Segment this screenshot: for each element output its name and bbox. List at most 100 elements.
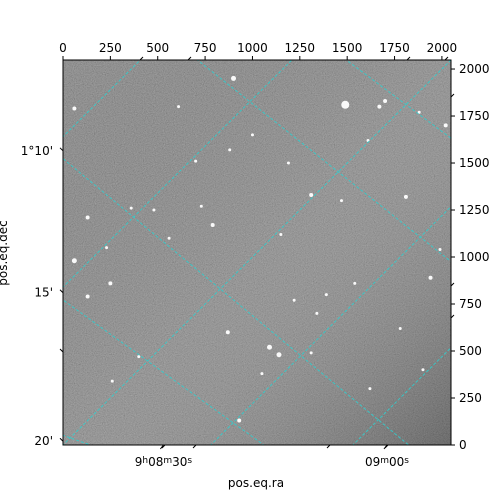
star bbox=[421, 368, 425, 372]
star bbox=[309, 192, 314, 197]
star bbox=[292, 298, 296, 302]
top-tick-label: 1000 bbox=[237, 41, 268, 55]
star bbox=[71, 258, 77, 264]
star bbox=[398, 326, 402, 330]
star bbox=[228, 148, 232, 152]
dec-tick bbox=[59, 289, 64, 294]
dec-tick bbox=[59, 147, 64, 152]
stars bbox=[71, 75, 448, 423]
star bbox=[443, 123, 448, 128]
star bbox=[231, 75, 237, 81]
grid-edge-tick bbox=[192, 444, 197, 449]
star bbox=[167, 236, 171, 240]
top-pixel-axis: 0 250 500 750 1000 1250 1500 1750 2000 bbox=[59, 41, 457, 60]
ra-label-unit: h bbox=[142, 456, 148, 466]
right-tick-label: 250 bbox=[459, 391, 482, 405]
top-tick-label: 2000 bbox=[427, 41, 458, 55]
star bbox=[368, 387, 372, 391]
grid-edge-tick bbox=[384, 444, 389, 449]
grid-edge-tick bbox=[450, 282, 455, 287]
grid-line-dec bbox=[352, 346, 451, 445]
star bbox=[225, 330, 230, 335]
top-tick-label: 500 bbox=[146, 41, 169, 55]
star bbox=[260, 372, 264, 376]
grid-line-ra bbox=[196, 60, 451, 263]
star bbox=[108, 281, 113, 286]
ra-label-value: 00 bbox=[389, 455, 404, 469]
ra-label-value: 08 bbox=[148, 455, 163, 469]
dec-tick bbox=[59, 437, 64, 442]
right-tick-label: 1500 bbox=[459, 156, 490, 170]
top-tick-label: 750 bbox=[194, 41, 217, 55]
y-axis-label: pos.eq.dec bbox=[0, 220, 10, 285]
right-tick-label: 2000 bbox=[459, 62, 490, 76]
top-tick-label: 1750 bbox=[379, 41, 410, 55]
star bbox=[129, 206, 133, 210]
right-tick-label: 1750 bbox=[459, 109, 490, 123]
grid-edge-tick bbox=[59, 348, 64, 353]
grid-edge-tick bbox=[187, 56, 192, 61]
star bbox=[339, 199, 343, 203]
top-tick-label: 1500 bbox=[332, 41, 363, 55]
dec-tick-label: 1°10' bbox=[21, 144, 53, 158]
coordinate-grid bbox=[63, 60, 451, 445]
ra-label-value: 30 bbox=[172, 455, 187, 469]
ra-tick-label: 09m00s bbox=[365, 455, 409, 469]
star bbox=[438, 247, 442, 251]
right-tick-label: 750 bbox=[459, 297, 482, 311]
ra-label-value: 09 bbox=[365, 455, 380, 469]
star bbox=[110, 379, 114, 383]
ra-label-unit: m bbox=[163, 456, 172, 466]
grid-edge-tick bbox=[406, 56, 411, 61]
ra-tick bbox=[160, 444, 164, 450]
grid-line-ra bbox=[63, 299, 265, 445]
top-tick-label: 250 bbox=[99, 41, 122, 55]
right-tick-label: 0 bbox=[459, 438, 467, 452]
star bbox=[194, 159, 198, 163]
grid-edge-ticks bbox=[59, 56, 455, 449]
grid-line-dec bbox=[63, 60, 451, 445]
ra-tick-label: 9h08m30s bbox=[135, 455, 193, 469]
ra-label-unit: s bbox=[404, 456, 409, 466]
grid-line-dec bbox=[63, 60, 293, 288]
ra-label-unit: m bbox=[380, 456, 389, 466]
star bbox=[315, 311, 319, 315]
star bbox=[210, 223, 215, 228]
grid-line-dec bbox=[210, 205, 451, 445]
star bbox=[199, 204, 203, 208]
star bbox=[250, 133, 254, 137]
star bbox=[152, 208, 156, 212]
star bbox=[377, 104, 382, 109]
star bbox=[428, 275, 433, 280]
ra-axis: 9h08m30s 09m00s bbox=[135, 444, 409, 469]
star bbox=[417, 110, 421, 114]
dec-tick-label: 20' bbox=[34, 434, 53, 448]
grid-edge-tick bbox=[139, 56, 144, 61]
star bbox=[309, 351, 313, 355]
star bbox=[403, 194, 408, 199]
right-tick-label: 500 bbox=[459, 344, 482, 358]
star bbox=[105, 246, 109, 250]
ra-label-unit: s bbox=[187, 456, 192, 466]
star bbox=[324, 293, 328, 297]
star bbox=[85, 215, 90, 220]
star bbox=[353, 281, 357, 285]
star bbox=[72, 106, 77, 111]
star bbox=[276, 352, 282, 358]
top-tick-label: 0 bbox=[59, 41, 67, 55]
grid-edge-tick bbox=[444, 56, 449, 61]
star bbox=[177, 105, 181, 109]
top-tick-label: 1250 bbox=[285, 41, 316, 55]
x-axis-label: pos.eq.ra bbox=[228, 476, 284, 490]
plot-frame bbox=[62, 59, 452, 446]
star bbox=[237, 418, 242, 423]
star bbox=[341, 100, 350, 109]
grid-line-ra bbox=[63, 158, 410, 445]
star bbox=[267, 344, 273, 350]
star bbox=[85, 294, 90, 299]
star bbox=[286, 161, 290, 165]
grid-line-ra bbox=[345, 60, 451, 139]
grid-edge-tick bbox=[161, 444, 166, 449]
star bbox=[137, 355, 141, 359]
